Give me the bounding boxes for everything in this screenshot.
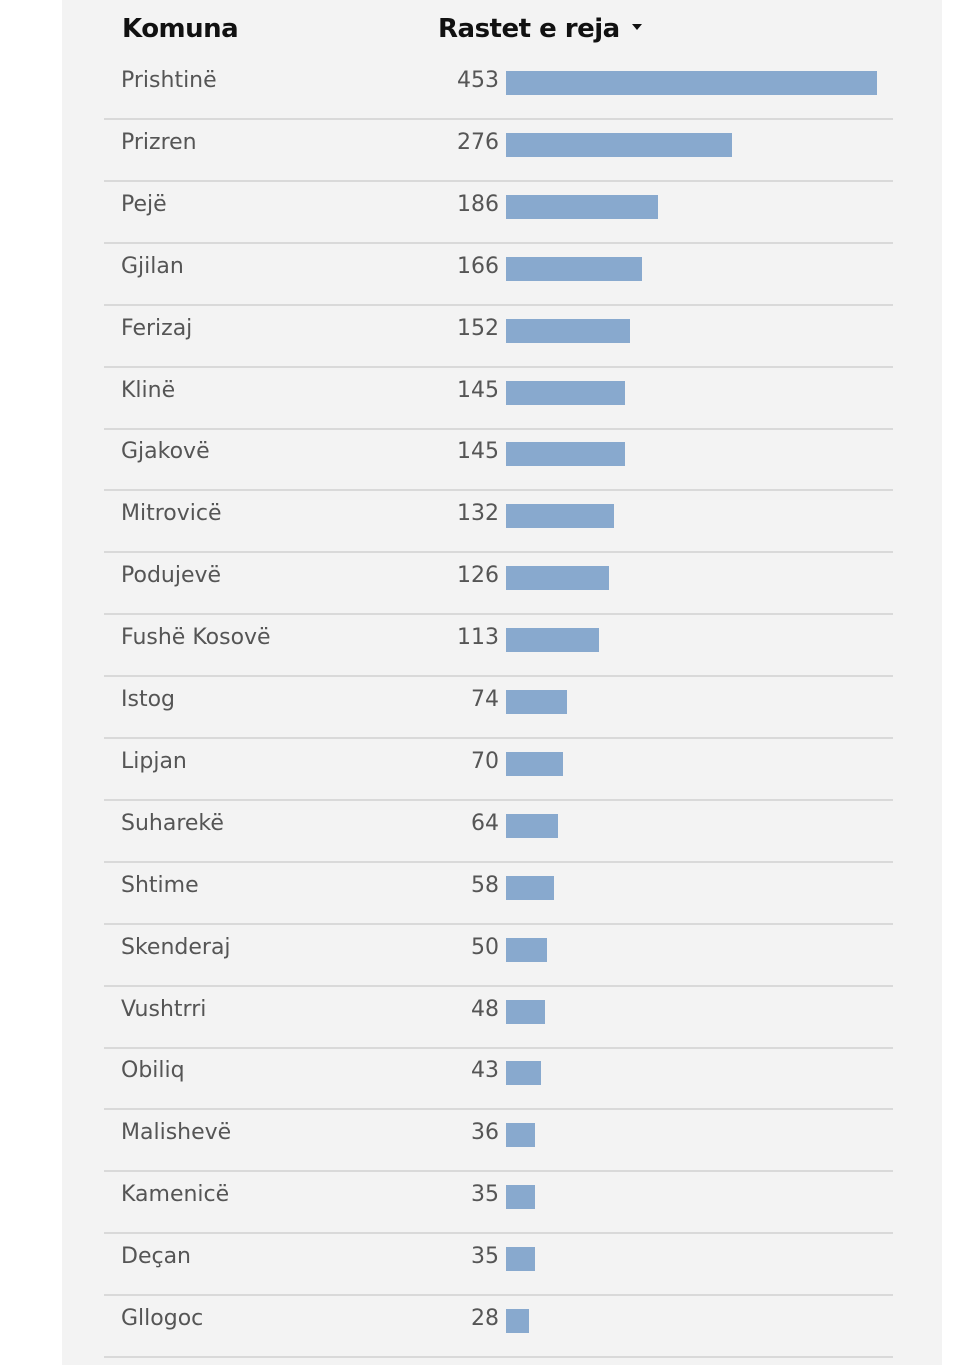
table-row: Fushë Kosovë 113 — [104, 615, 893, 678]
komuna-name: Istog — [121, 687, 176, 712]
bar — [506, 318, 631, 343]
table-row: Gjilan 166 — [104, 244, 893, 306]
table-row: Obiliq 43 — [104, 1048, 893, 1111]
bar — [506, 1185, 535, 1210]
value-label: 186 — [457, 191, 499, 217]
bar — [506, 71, 877, 95]
bar — [506, 442, 625, 467]
table-row: Ferizaj 152 — [104, 306, 893, 368]
value-label: 152 — [457, 315, 499, 341]
komuna-name: Shtime — [121, 872, 199, 898]
caret-down-icon[interactable] — [631, 23, 642, 30]
bar — [506, 999, 546, 1024]
table-row: Suharekë 64 — [104, 801, 893, 863]
table-row: Malishevë 36 — [104, 1110, 893, 1173]
komuna-name: Suharekë — [121, 810, 224, 836]
bar — [506, 132, 733, 157]
table-panel — [62, 0, 942, 1365]
table-row: Istog 74 — [104, 677, 893, 739]
komuna-name: Lipjan — [121, 748, 187, 774]
bar — [506, 937, 547, 962]
komuna-name: Skenderaj — [121, 934, 231, 960]
table-row: Pejë 186 — [104, 182, 893, 244]
table-row: Deçan 35 — [104, 1234, 893, 1297]
value-label: 276 — [457, 129, 499, 155]
komuna-name: Kamenicë — [121, 1182, 230, 1208]
value-label: 35 — [471, 1244, 499, 1270]
value-label: 36 — [471, 1120, 499, 1146]
table-row: Prishtinë 453 — [104, 58, 893, 120]
value-label: 74 — [471, 687, 499, 712]
komuna-name: Gllogoc — [121, 1306, 204, 1331]
bar — [506, 1061, 542, 1086]
bar — [506, 1309, 529, 1333]
komuna-name: Gjilan — [121, 253, 184, 279]
bar — [506, 504, 615, 529]
bar — [506, 628, 599, 653]
komuna-name: Prizren — [121, 129, 197, 155]
table-row: Klinë 145 — [104, 368, 893, 430]
bar — [506, 194, 659, 219]
komuna-name: Fushë Kosovë — [121, 625, 271, 651]
bar — [506, 380, 625, 405]
value-label: 70 — [471, 748, 499, 774]
bar — [506, 813, 559, 838]
komuna-name: Deçan — [121, 1244, 191, 1270]
bar — [506, 751, 564, 776]
value-label: 113 — [457, 625, 499, 651]
value-label: 453 — [457, 68, 499, 93]
bar — [506, 1123, 536, 1148]
value-label: 126 — [457, 563, 499, 589]
value-label: 28 — [471, 1306, 499, 1331]
value-label: 145 — [457, 439, 499, 465]
value-label: 50 — [471, 934, 499, 960]
column-header-rastet-e-reja[interactable]: Rastet e reja — [438, 14, 642, 44]
table-row: Skenderaj 50 — [104, 925, 893, 987]
table-row: Kamenicë 35 — [104, 1172, 893, 1235]
komuna-name: Vushtrri — [121, 996, 207, 1022]
column-header-komuna[interactable]: Komuna — [122, 14, 239, 44]
komuna-name: Podujevë — [121, 563, 222, 589]
value-label: 166 — [457, 253, 499, 279]
value-label: 43 — [471, 1058, 499, 1084]
column-header-label: Rastet e reja — [438, 14, 620, 44]
value-label: 35 — [471, 1182, 499, 1208]
bar — [506, 566, 610, 591]
komuna-name: Prishtinë — [121, 68, 217, 93]
value-label: 48 — [471, 996, 499, 1022]
komuna-name: Klinë — [121, 377, 176, 403]
komuna-name: Ferizaj — [121, 315, 193, 341]
table-row: Mitrovicë 132 — [104, 491, 893, 554]
bar — [506, 1247, 535, 1272]
komuna-name: Mitrovicë — [121, 501, 222, 527]
value-label: 145 — [457, 377, 499, 403]
table-row: Gllogoc 28 — [104, 1296, 893, 1358]
table-row: Lipjan 70 — [104, 739, 893, 801]
table-row: Vushtrri 48 — [104, 987, 893, 1049]
bar — [506, 690, 567, 714]
value-label: 132 — [457, 501, 499, 527]
table-row: Shtime 58 — [104, 863, 893, 925]
komuna-name: Gjakovë — [121, 439, 210, 465]
table-row: Gjakovë 145 — [104, 429, 893, 492]
komuna-name: Obiliq — [121, 1058, 185, 1084]
komuna-name: Pejë — [121, 191, 167, 217]
bar — [506, 256, 642, 281]
value-label: 58 — [471, 872, 499, 898]
komuna-name: Malishevë — [121, 1120, 232, 1146]
table-row: Prizren 276 — [104, 120, 893, 182]
bar — [506, 875, 554, 900]
value-label: 64 — [471, 810, 499, 836]
table-row: Podujevë 126 — [104, 553, 893, 616]
